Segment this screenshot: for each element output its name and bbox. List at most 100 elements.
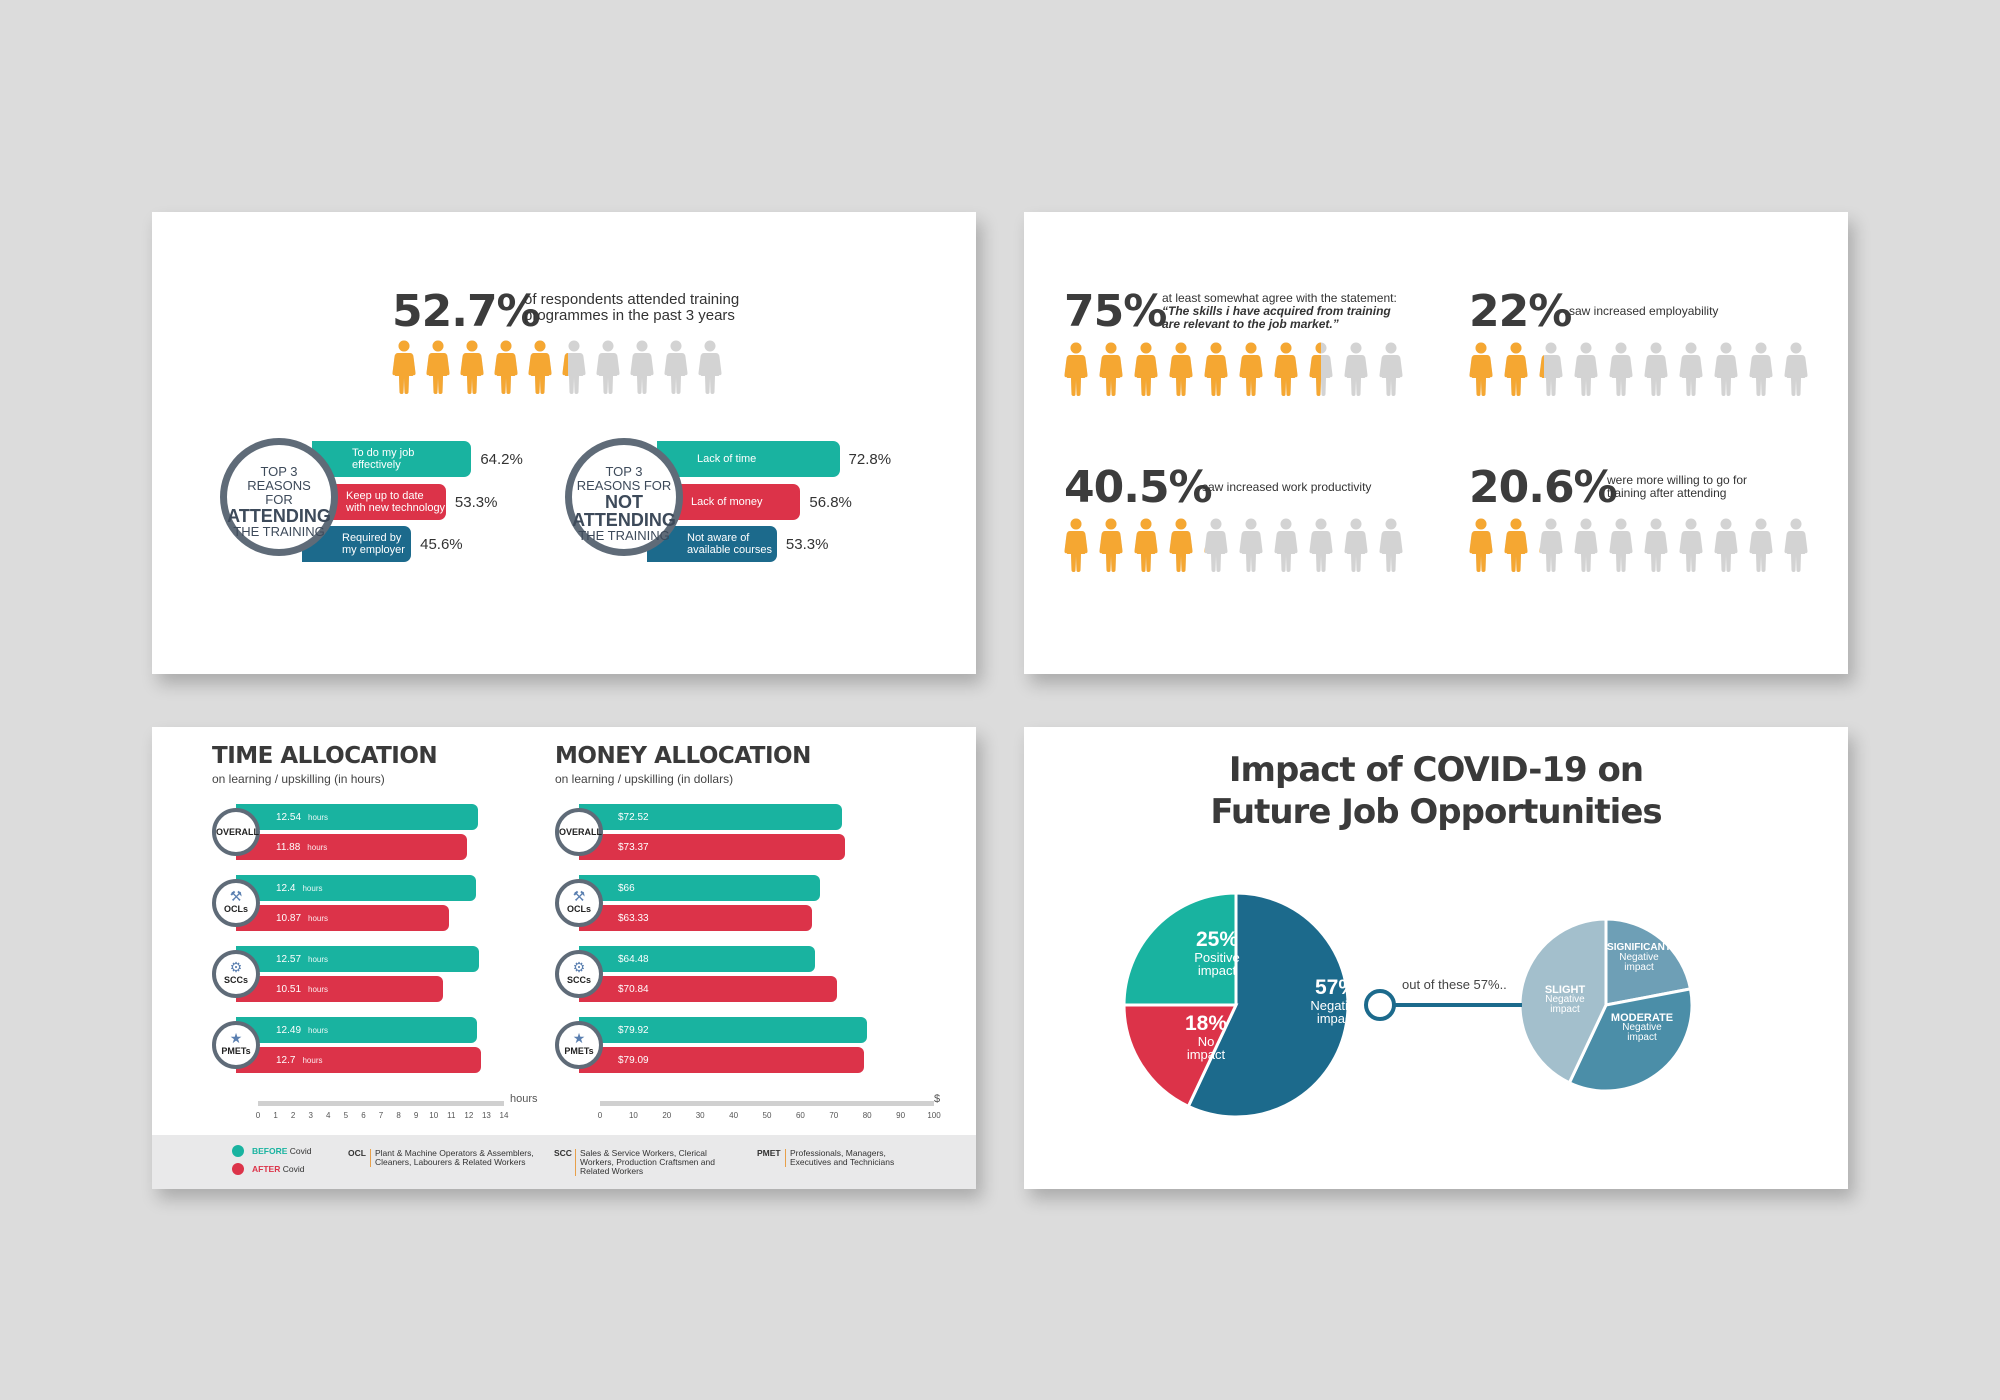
person-icon [1679, 342, 1703, 396]
person-icon [1714, 342, 1738, 396]
group-circle: ⚙ SCCs [212, 950, 260, 998]
ring-line: REASONS FOR [576, 478, 672, 493]
reason-label: Keep up to date with new technology [346, 490, 446, 514]
group-name: PMETs [221, 1046, 251, 1056]
person-icon [426, 340, 450, 394]
group-name: OCLs [566, 904, 591, 914]
footnote-abbr: OCL [348, 1148, 366, 1158]
slight-label: SLIGHT Negative impact [1530, 985, 1600, 1015]
allocation-bar: $64.48 [579, 946, 816, 972]
allocation-bar: $79.92 [579, 1017, 867, 1043]
axis-tick-label: 3 [308, 1111, 313, 1120]
group-circle: OVERALL [555, 808, 603, 856]
time-subtitle: on learning / upskilling (in hours) [212, 772, 385, 786]
axis-tick-label: 10 [429, 1111, 439, 1120]
allocation-value: 12.57 [276, 953, 302, 965]
allocation-bar: 12.54 hours [236, 804, 479, 830]
group-circle: ⚒ OCLs [212, 879, 260, 927]
axis-tick-label: 60 [795, 1111, 805, 1120]
stat-text: saw increased work productivity [1202, 480, 1372, 494]
covid-title-line1: Impact of COVID-19 on [1228, 750, 1644, 790]
axis-tick-label: 0 [597, 1111, 603, 1120]
person-icon [1539, 342, 1563, 396]
craftsman-icon: ⚙ [229, 959, 243, 975]
worker-icon: ⚒ [572, 888, 586, 904]
stat-text-plain: at least somewhat agree with the stateme… [1162, 291, 1397, 305]
axis-tick-label: 50 [762, 1111, 772, 1120]
person-icon [1644, 518, 1668, 572]
person-icon [1204, 342, 1228, 396]
reason-bar: To do my job effectively [312, 441, 472, 477]
slide-covid-impact: Impact of COVID-19 on Future Job Opportu… [1024, 727, 1848, 1189]
person-icon [1749, 342, 1773, 396]
pie-sub [1518, 917, 1694, 1093]
pie-slice [1567, 987, 1694, 1093]
allocation-bar: $79.09 [579, 1047, 865, 1073]
sig-l1: SIGNIFICANT [1607, 942, 1671, 953]
stat-text-quote: “The skills i have acquired from trainin… [1162, 304, 1391, 331]
allocation-value: 12.4 [276, 882, 296, 894]
money-axis [600, 1101, 934, 1106]
stat-pictogram [1469, 518, 1819, 572]
reason-value: 53.3% [785, 536, 829, 553]
allocation-bar: 12.57 hours [236, 946, 479, 972]
allocation-value: $79.09 [618, 1054, 649, 1066]
group-name: SCCs [223, 975, 248, 985]
stat-value: 20.6% [1469, 462, 1618, 513]
allocation-unit: hours [302, 883, 323, 893]
group-name: OVERALL [216, 827, 260, 837]
before-swatch [232, 1145, 244, 1157]
ring-line: THE TRAINING [578, 528, 670, 543]
reason-value: 45.6% [420, 536, 463, 553]
professional-icon: ★ [229, 1030, 243, 1046]
person-icon [1784, 518, 1808, 572]
mod-l1: MODERATE [1610, 1012, 1674, 1024]
person-icon [1099, 518, 1123, 572]
allocation-bar: 12.49 hours [236, 1017, 478, 1043]
slide-training-attendance: 52.7% of respondents attended training p… [152, 212, 976, 674]
connector-dot [1364, 989, 1396, 1021]
axis-tick-label: 10 [628, 1111, 638, 1120]
no-impact-label: 18% No impact [1176, 1012, 1236, 1062]
after-bold: AFTER [252, 1164, 281, 1174]
stat-pictogram [1064, 518, 1414, 572]
allocation-value: $66 [618, 882, 635, 894]
person-icon [1274, 342, 1298, 396]
person-icon [1344, 518, 1368, 572]
before-legend: BEFORE Covid [252, 1147, 312, 1156]
group-circle: ★ PMETs [212, 1021, 260, 1069]
reason-value: 64.2% [480, 451, 523, 468]
none-l2: impact [1186, 1047, 1226, 1062]
axis-tick-label: 6 [361, 1111, 366, 1120]
allocation-bar: $70.84 [579, 976, 837, 1002]
person-icon [1504, 518, 1528, 572]
group-name: OVERALL [559, 827, 603, 837]
headline-value: 52.7% [392, 286, 541, 337]
positive-l1: Positive [1194, 950, 1240, 965]
person-icon [1609, 342, 1633, 396]
allocation-bar: 10.87 hours [236, 905, 449, 931]
none-pct: 18% [1184, 1012, 1228, 1035]
person-icon [1344, 342, 1368, 396]
person-icon [1714, 518, 1738, 572]
group-circle: ★ PMETs [555, 1021, 603, 1069]
pie-slice [1186, 891, 1350, 1119]
group-circle: ⚒ OCLs [555, 879, 603, 927]
allocation-value: $79.92 [618, 1024, 649, 1036]
person-icon [1609, 518, 1633, 572]
footnote-abbr: PMET [757, 1148, 781, 1158]
axis-tick-label: 7 [378, 1111, 384, 1120]
person-icon [1169, 518, 1193, 572]
sig-l3: impact [1624, 962, 1654, 973]
before-rest: Covid [289, 1146, 312, 1156]
axis-tick-label: 90 [896, 1111, 906, 1120]
slide-allocation: TIME ALLOCATION on learning / upskilling… [152, 727, 976, 1189]
stat-text: were more willing to go for training aft… [1607, 473, 1748, 500]
person-icon [494, 340, 518, 394]
money-subtitle: on learning / upskilling (in dollars) [555, 772, 734, 786]
ring-line: FOR [265, 492, 293, 507]
axis-tick-label: 2 [290, 1111, 296, 1120]
allocation-bar: $66 [579, 875, 821, 901]
allocation-bar: 11.88 hours [236, 834, 467, 860]
reason-bar: Lack of time [657, 441, 840, 477]
